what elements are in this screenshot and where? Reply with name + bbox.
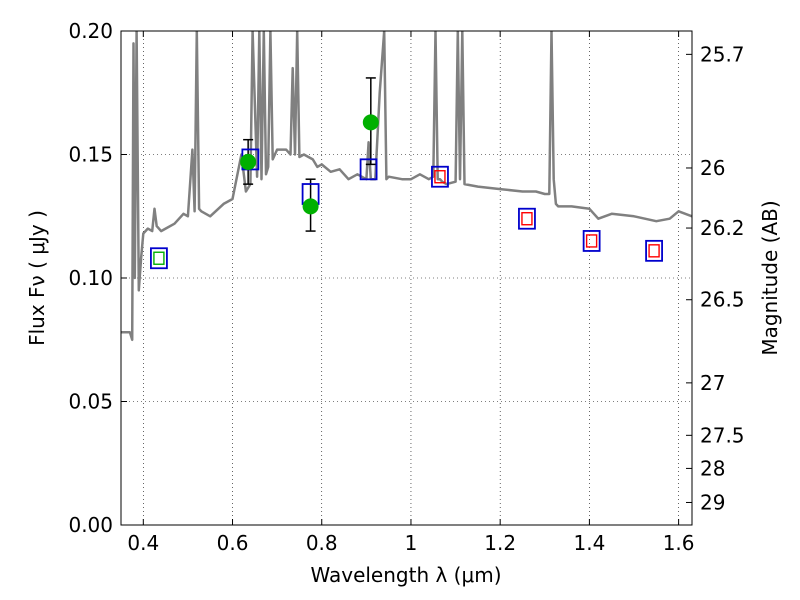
inner-square (648, 244, 660, 258)
x-tick-label: 0.8 (306, 531, 338, 555)
observed-point (362, 114, 379, 131)
x-axis-label: Wavelength λ (μm) (310, 563, 501, 587)
spectrum-line (121, 31, 692, 342)
x-tick-label: 1.2 (484, 531, 516, 555)
x-tick-label: 0.6 (217, 531, 249, 555)
mag-tick-label: 27.5 (700, 423, 745, 447)
y-axis-label: Flux Fν ( μJy ) (25, 210, 49, 346)
inner-square (153, 251, 165, 265)
observed-point (240, 153, 257, 170)
mag-tick-label: 25.7 (700, 42, 745, 66)
model-box (582, 230, 601, 252)
y-tick-label: 0.05 (68, 390, 113, 414)
y-axis-right-label: Magnitude (AB) (758, 200, 782, 355)
mag-tick-label: 26.5 (700, 288, 745, 312)
model-box (359, 158, 378, 181)
marker-layer (150, 77, 663, 270)
y-tick-label: 0.15 (68, 143, 113, 167)
inner-square (585, 234, 598, 248)
model-box (645, 239, 663, 262)
mag-tick-label: 26 (700, 156, 725, 180)
x-tick-label: 0.4 (127, 531, 159, 555)
model-box (518, 207, 536, 230)
mag-tick-label: 27 (700, 371, 725, 395)
x-tick-label: 1.6 (663, 531, 695, 555)
y-tick-label: 0.20 (68, 19, 113, 43)
mag-tick-label: 29 (700, 490, 725, 514)
observed-point (302, 198, 319, 215)
x-tick-label: 1 (405, 531, 418, 555)
inner-square (434, 170, 446, 184)
mag-tick-label: 28 (700, 456, 725, 480)
y-tick-label: 0.10 (68, 266, 113, 290)
model-box (150, 247, 168, 270)
spectrum-layer (121, 31, 692, 342)
y-tick-label: 0.00 (68, 513, 113, 537)
ticks: 0.4 0.6 0.8 1 1.2 1.4 1.6 0.00 0.05 0.10 0.15 0.20 2… (68, 19, 744, 555)
model-box (431, 165, 449, 188)
mag-tick-label: 26.2 (700, 216, 745, 240)
plot-background (121, 31, 692, 525)
x-tick-label: 1.4 (573, 531, 605, 555)
inner-square (521, 212, 533, 226)
